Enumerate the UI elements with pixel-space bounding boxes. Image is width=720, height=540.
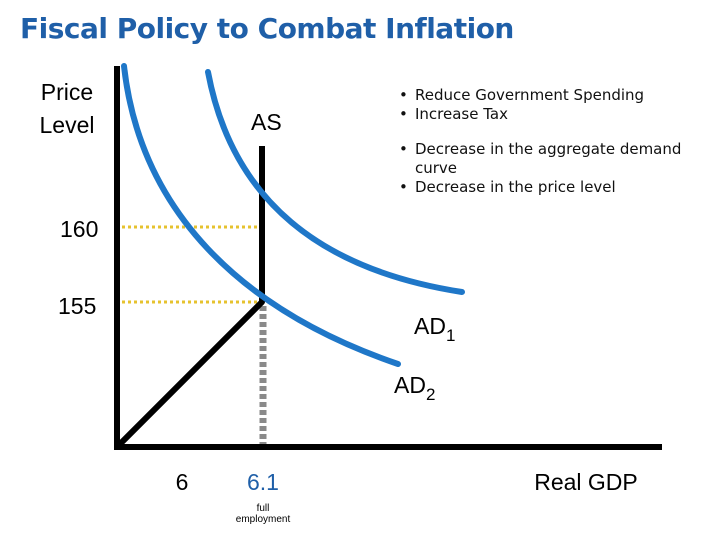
slide-title: Fiscal Policy to Combat Inflation <box>20 12 514 45</box>
ad2-label-sub: 2 <box>426 385 435 404</box>
ad1-label-sub: 1 <box>446 326 455 345</box>
gdp-label-6: 6 <box>176 469 189 495</box>
price-label-155: 155 <box>58 293 96 319</box>
ad2-label: AD2 <box>394 372 435 404</box>
bullet-increase-tax: Increase Tax <box>393 105 713 124</box>
bullet-decrease-ad: Decrease in the aggregate demand curve <box>393 140 713 178</box>
gdp-label-6-1: 6.1 <box>247 469 279 495</box>
as-curve <box>115 146 265 449</box>
price-label-160: 160 <box>60 216 98 242</box>
y-axis-label-line2: Level <box>40 112 95 138</box>
bullet-decrease-price: Decrease in the price level <box>393 178 713 197</box>
full-employment-label-line1: full <box>257 503 270 514</box>
x-axis-label: Real GDP <box>534 469 638 495</box>
ad2-label-main: AD <box>394 372 426 398</box>
ad2-curve <box>121 63 401 367</box>
full-employment-label-line2: employment <box>236 514 291 525</box>
as-label: AS <box>251 109 282 135</box>
ad1-label: AD1 <box>414 313 455 345</box>
y-axis-label-line1: Price <box>41 79 93 105</box>
bullet-reduce-spending: Reduce Government Spending <box>393 86 713 105</box>
ad1-label-main: AD <box>414 313 446 339</box>
ad1-curve <box>205 69 465 295</box>
bullet-list: Reduce Government Spending Increase Tax … <box>393 86 713 197</box>
